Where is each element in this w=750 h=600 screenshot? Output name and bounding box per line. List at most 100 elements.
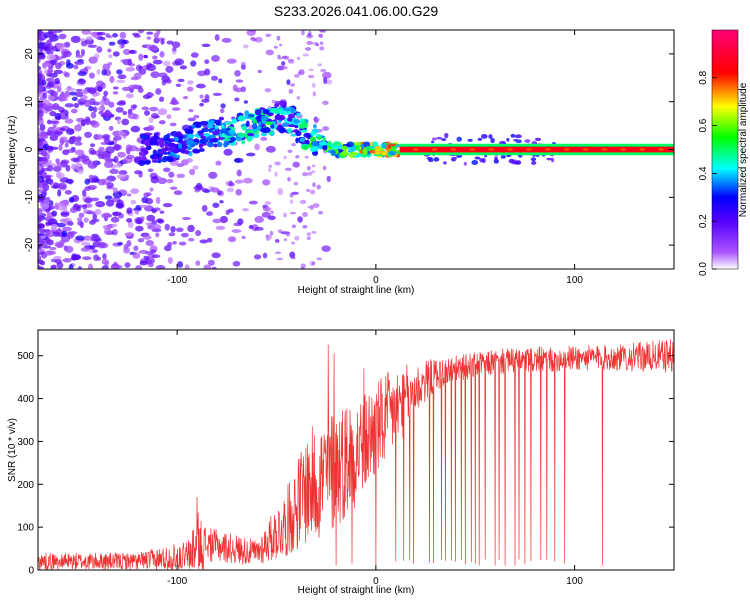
spectrogram-cell [43, 250, 54, 256]
spectrogram-cell [59, 127, 66, 131]
spectrogram-cell [62, 226, 72, 232]
spectrogram-cell [215, 160, 222, 166]
spectrogram-cell [211, 252, 221, 259]
spectrogram-line-peak [431, 148, 438, 151]
spectrogram-cell [195, 230, 202, 237]
spectrogram-ridge-cell [237, 132, 245, 137]
spectrogram-cell [95, 107, 103, 111]
spectrogram-ridge-cell [301, 145, 310, 150]
spectrogram-cell [182, 216, 191, 221]
spectrogram-cell [163, 60, 171, 67]
spectrogram-cell [546, 157, 553, 161]
spectrogram-ridge-cell [191, 124, 196, 128]
spectrogram-ridge-cell [145, 145, 152, 151]
spectrogram-cell [206, 237, 213, 243]
spectrogram-cell [38, 236, 42, 243]
spectrogram-cell [214, 34, 220, 41]
spectrogram-cell [103, 160, 114, 168]
spectrogram-x-ticks: -100 0 100 [167, 30, 583, 286]
spectrogram-cell [248, 224, 254, 230]
spectrogram-cell [87, 44, 98, 48]
spectrogram-cell [234, 158, 241, 163]
spectrogram-cell [304, 47, 312, 51]
spectrogram-cell [212, 202, 220, 208]
spectrogram-cell [171, 107, 181, 111]
spectrogram-cell [436, 136, 443, 140]
spectrogram-ridge-cell [208, 128, 214, 133]
spectrogram-cell [167, 241, 173, 247]
spectrogram-cell [277, 188, 284, 196]
spectrogram-cell [320, 68, 327, 73]
spectrogram-cell [203, 68, 211, 76]
spectrogram-ridge-cell [299, 118, 304, 124]
spectrogram-ridge-cell [265, 121, 274, 125]
spectrogram-cell [114, 265, 123, 269]
spectrogram-cell [62, 50, 72, 58]
spectrogram-cell [278, 43, 283, 47]
spectrogram-cell [83, 118, 91, 126]
spectrogram-cell [289, 199, 294, 204]
spectrogram-cell [58, 33, 67, 40]
spectrogram-cell [38, 232, 44, 237]
spectrogram-cell [47, 30, 54, 35]
spectrogram-cell [94, 209, 102, 216]
spectrogram-ridge-cell [267, 112, 274, 117]
spectrogram-cell [75, 88, 83, 92]
spectrogram-ridge-cell [192, 148, 200, 154]
spectrogram-cell [426, 157, 433, 160]
spectrogram-cell [125, 144, 133, 152]
spectrogram-cell [61, 97, 68, 102]
spectrogram-cell [156, 30, 161, 35]
spectrogram-cell [312, 164, 316, 168]
spectrogram-ridge-cell [228, 130, 236, 135]
spectrogram-cell [60, 159, 70, 165]
spectrogram-cell [277, 56, 283, 60]
spectrogram-cell [295, 154, 300, 159]
spectrogram-cell [219, 108, 225, 114]
spectrogram-cell [136, 218, 142, 224]
spectrogram-cell [42, 63, 52, 67]
spectrogram-cell [117, 241, 124, 246]
spectrogram-cell [112, 86, 119, 90]
spectrogram-cell [89, 143, 96, 148]
spectrogram-cell [40, 203, 50, 210]
spectrogram-cell [508, 158, 515, 164]
spectrogram-cell [159, 210, 165, 214]
spectrogram-cell [182, 96, 189, 100]
spectrogram-cell [158, 72, 168, 78]
spectrogram-cell [268, 164, 272, 168]
spectrogram-ridge-cell [226, 127, 231, 131]
spectrogram-cell [45, 237, 51, 244]
spectrogram-cell [54, 62, 62, 70]
spectrogram-cell [311, 82, 316, 88]
spectrogram-cell [289, 83, 296, 87]
colorbar-ticks: 0.0 0.2 0.4 0.6 0.8 [698, 70, 717, 276]
spectrogram-cell [277, 229, 283, 234]
spectrogram-cell [39, 123, 46, 132]
spectrogram-ridge-cell [318, 141, 328, 146]
spectrogram-cell [157, 218, 165, 224]
spectrogram-cell [146, 31, 154, 35]
spectrogram-cell [177, 78, 185, 83]
spectrogram-cell [219, 215, 228, 224]
spectrogram-cell [120, 42, 125, 49]
spectrogram-cell [146, 63, 156, 72]
spectrogram-cell [50, 264, 57, 269]
spectrogram-ridge-cell [340, 150, 349, 157]
spectrogram-cell [118, 170, 128, 176]
spectrogram-cell [149, 106, 159, 112]
spectrogram-cell [59, 239, 66, 245]
spectrogram-cell [102, 253, 107, 260]
spectrogram-cell [273, 45, 278, 49]
spectrogram-ridge-cell [173, 136, 179, 142]
spectrogram-cell [102, 225, 113, 230]
spectrogram-cell [124, 232, 133, 237]
spectrogram-cell [433, 157, 440, 162]
spectrogram-cell [299, 199, 307, 204]
colorbar-gradient [711, 29, 739, 270]
spectrogram-line [399, 146, 674, 153]
spectrogram-ridge-cell [299, 137, 305, 143]
spectrogram-ridge-cell [295, 130, 302, 137]
spectrogram-ridge-cell [166, 133, 171, 138]
snr-y-tick-label: 200 [17, 480, 34, 491]
